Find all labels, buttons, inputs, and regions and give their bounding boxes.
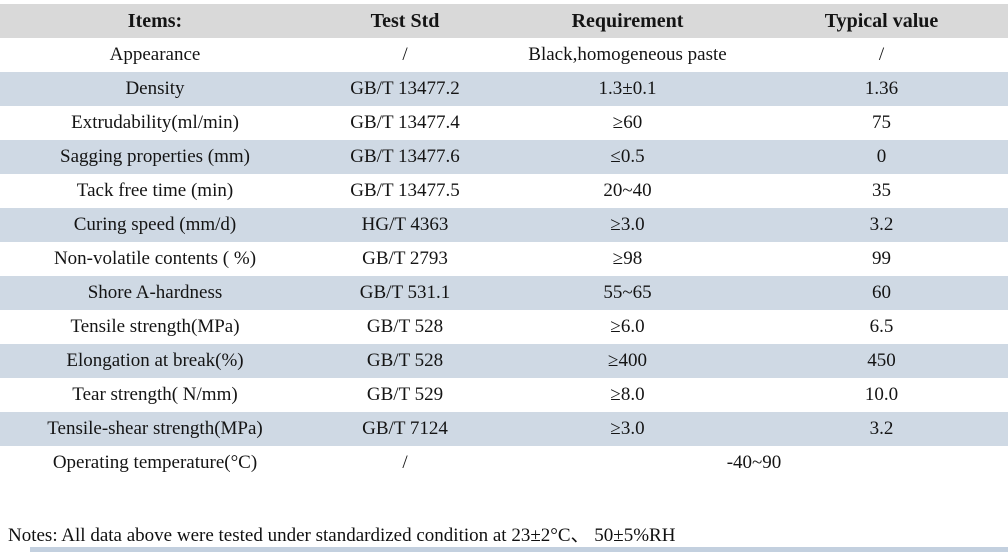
cell-test-std: /	[402, 43, 408, 65]
cell-typical-value: 450	[755, 344, 1008, 378]
spec-table: Items: Test Std Requirement Typical valu…	[0, 4, 1008, 480]
cell-typical-value: 3.2	[755, 208, 1008, 242]
cell-item: Density	[0, 72, 310, 106]
cell-requirement: 1.3±0.1	[500, 72, 755, 106]
cell-test-std: GB/T 528	[366, 315, 444, 337]
cell-typical-value: 3.2	[755, 412, 1008, 446]
cell-item: Operating temperature(°C)	[52, 451, 258, 473]
table-row: Curing speed (mm/d) HG/T 4363 ≥3.0 3.2	[0, 208, 1008, 242]
cell-test-std: GB/T 13477.4	[350, 111, 460, 133]
cell-requirement: ≥98	[612, 247, 643, 269]
table-row: Non-volatile contents ( %) GB/T 2793 ≥98 99	[0, 242, 1008, 276]
cell-typical-value: 0	[755, 140, 1008, 174]
cell-typical-value: 10.0	[864, 383, 899, 405]
table-row: Elongation at break(%) GB/T 528 ≥400 450	[0, 344, 1008, 378]
cell-requirement: -40~90	[726, 451, 782, 473]
table-row: Tack free time (min) GB/T 13477.5 20~40 35	[0, 174, 1008, 208]
cell-item: Tack free time (min)	[76, 179, 234, 201]
cell-typical-value: /	[878, 43, 885, 65]
cell-requirement: Black,homogeneous paste	[528, 43, 727, 65]
column-header-test-std: Test Std	[310, 4, 500, 38]
cell-typical-value: 1.36	[755, 72, 1008, 106]
cell-test-std: HG/T 4363	[310, 208, 500, 242]
cell-test-std: GB/T 13477.6	[310, 140, 500, 174]
cell-test-std: GB/T 13477.5	[350, 179, 460, 201]
table-row: Appearance / Black,homogeneous paste /	[0, 38, 1008, 72]
cell-test-std: /	[402, 451, 408, 473]
cell-test-std: GB/T 13477.2	[310, 72, 500, 106]
cell-requirement: ≥3.0	[500, 208, 755, 242]
cell-requirement: ≤0.5	[500, 140, 755, 174]
cell-item: Tensile strength(MPa)	[70, 315, 240, 337]
cell-item: Elongation at break(%)	[0, 344, 310, 378]
notes-text: Notes: All data above were tested under …	[8, 525, 676, 546]
cell-typical-value: 60	[755, 276, 1008, 310]
cell-typical-value: 75	[872, 111, 891, 133]
table-row: Tear strength( N/mm) GB/T 529 ≥8.0 10.0	[0, 378, 1008, 412]
table-row: Shore A-hardness GB/T 531.1 55~65 60	[0, 276, 1008, 310]
column-header-typical-value: Typical value	[755, 4, 1008, 38]
cell-typical-value: 6.5	[869, 315, 894, 337]
cell-requirement: ≥3.0	[500, 412, 755, 446]
cell-item: Tear strength( N/mm)	[72, 383, 238, 405]
cell-requirement: 55~65	[500, 276, 755, 310]
table-header-row: Items: Test Std Requirement Typical valu…	[0, 4, 1008, 38]
table-row: Operating temperature(°C) / -40~90	[0, 446, 1008, 480]
cell-requirement: ≥6.0	[610, 315, 645, 337]
cell-item: Extrudability(ml/min)	[71, 111, 239, 133]
table-row: Extrudability(ml/min) GB/T 13477.4 ≥60 75	[0, 106, 1008, 140]
cell-requirement: ≥400	[500, 344, 755, 378]
cell-item: Tensile-shear strength(MPa)	[0, 412, 310, 446]
cell-test-std: GB/T 531.1	[310, 276, 500, 310]
cell-test-std: GB/T 7124	[310, 412, 500, 446]
cell-requirement: 20~40	[603, 179, 652, 201]
cell-item: Appearance	[109, 43, 201, 65]
table-header: Items: Test Std Requirement Typical valu…	[0, 4, 1008, 38]
table-body: Appearance / Black,homogeneous paste / Densi…	[0, 38, 1008, 480]
cell-test-std: GB/T 528	[310, 344, 500, 378]
table-row: Density GB/T 13477.2 1.3±0.1 1.36	[0, 72, 1008, 106]
cell-test-std: GB/T 2793	[362, 247, 448, 269]
cell-requirement: ≥60	[612, 111, 643, 133]
column-header-requirement: Requirement	[500, 4, 755, 38]
cell-requirement: ≥8.0	[610, 383, 645, 405]
table-row: Tensile strength(MPa) GB/T 528 ≥6.0 6.5	[0, 310, 1008, 344]
cell-item: Non-volatile contents ( %)	[53, 247, 257, 269]
column-header-items: Items:	[0, 4, 310, 38]
cell-item: Curing speed (mm/d)	[0, 208, 310, 242]
cell-typical-value: 99	[872, 247, 891, 269]
cell-typical-value: 35	[872, 179, 891, 201]
table-row: Sagging properties (mm) GB/T 13477.6 ≤0.5 0	[0, 140, 1008, 174]
cell-item: Shore A-hardness	[0, 276, 310, 310]
cell-test-std: GB/T 529	[366, 383, 444, 405]
cell-item: Sagging properties (mm)	[0, 140, 310, 174]
table-row: Tensile-shear strength(MPa) GB/T 7124 ≥3.0…	[0, 412, 1008, 446]
